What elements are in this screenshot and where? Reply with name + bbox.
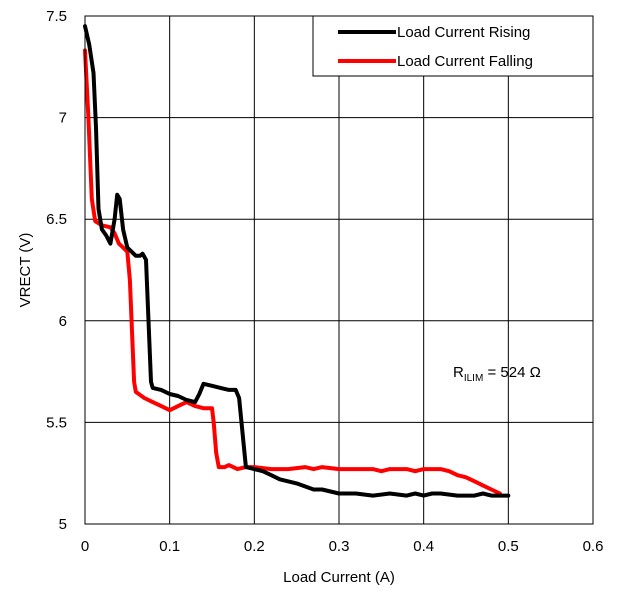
annotation-base: R [453,364,464,381]
y-tick-label: 7 [59,110,67,127]
x-tick-label: 0.4 [413,538,434,555]
legend-label-rising: Load Current Rising [397,24,530,41]
annotation-value: = 524 Ω [483,364,541,381]
legend-box [312,15,594,77]
x-tick-label: 0.5 [498,538,519,555]
y-tick-label: 7.5 [46,8,67,25]
grid [85,16,593,524]
y-axis-label: VRECT (V) [17,233,34,308]
y-tick-label: 6 [59,313,67,330]
series-line-falling [83,48,502,496]
y-tick-label: 6.5 [46,211,67,228]
x-tick-label: 0.1 [159,538,180,555]
annotation-subscript: ILIM [464,373,483,384]
rilim-annotation: RILIM = 524 Ω [453,364,541,384]
y-tick-label: 5.5 [46,414,67,431]
x-tick-label: 0.3 [329,538,350,555]
legend-label-falling: Load Current Falling [397,53,533,70]
y-tick-label: 5 [59,516,67,533]
x-tick-label: 0 [81,538,89,555]
legend: Load Current Rising Load Current Falling [312,15,594,77]
x-tick-label: 0.6 [583,538,604,555]
x-tick-labels: 0 0.1 0.2 0.3 0.4 0.5 0.6 [81,538,604,555]
x-tick-label: 0.2 [244,538,265,555]
x-axis-label: Load Current (A) [283,569,395,586]
series-line-rising [83,24,511,498]
y-tick-labels: 5 5.5 6 6.5 7 7.5 [46,8,67,533]
series-group [83,24,511,498]
